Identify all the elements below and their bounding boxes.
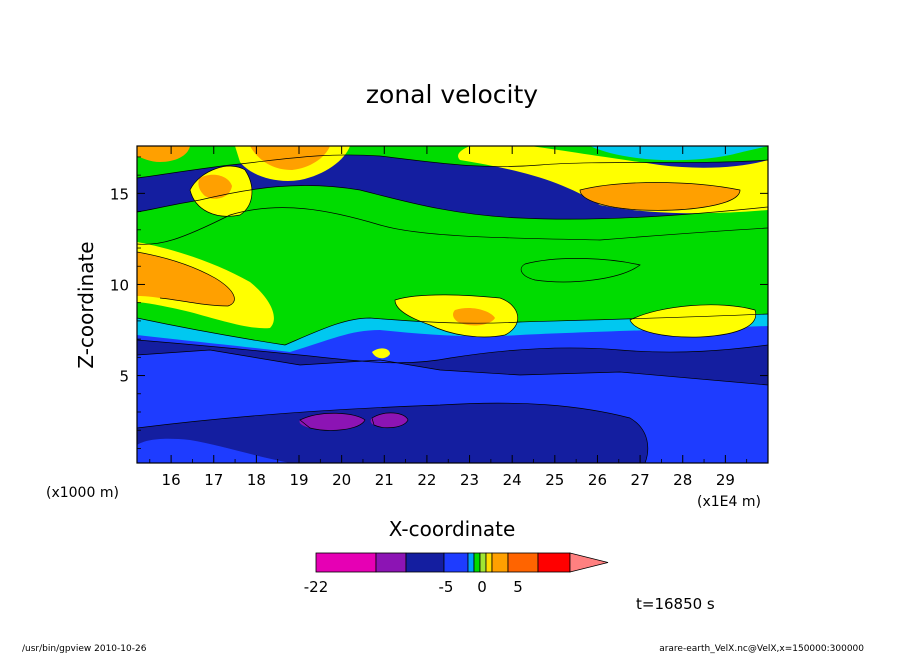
- colorbar-label: 0: [477, 578, 487, 596]
- footer-left: /usr/bin/gpview 2010-10-26: [22, 644, 147, 654]
- colorbar-swatch: [376, 553, 406, 572]
- y-tick-label: 15: [110, 185, 129, 203]
- colorbar-labels: -22 -5 0 5: [304, 578, 523, 596]
- x-tick-label: 26: [588, 471, 607, 489]
- time-label: t=16850 s: [636, 595, 715, 613]
- y-unit-label: (x1000 m): [46, 485, 119, 501]
- colorbar-swatch: [508, 553, 538, 572]
- y-tick-label: 10: [110, 276, 129, 294]
- colorbar-swatch: [406, 553, 444, 572]
- y-tick-label: 5: [119, 368, 129, 386]
- colorbar-swatch: [538, 553, 570, 572]
- x-tick-label: 19: [289, 471, 308, 489]
- colorbar-swatch: [486, 553, 492, 572]
- colorbar-label: -22: [304, 578, 329, 596]
- x-tick-label: 20: [332, 471, 351, 489]
- x-tick-label: 18: [247, 471, 266, 489]
- x-tick-label: 27: [631, 471, 650, 489]
- colorbar-swatch: [468, 553, 474, 572]
- x-tick-label: 24: [503, 471, 522, 489]
- colorbar-arrow: [570, 553, 608, 572]
- colorbar-label: -5: [439, 578, 454, 596]
- x-tick-label: 23: [460, 471, 479, 489]
- chart-title: zonal velocity: [366, 80, 538, 109]
- x-tick-label: 22: [417, 471, 436, 489]
- x-axis-label: X-coordinate: [389, 517, 516, 541]
- x-tick-label: 29: [716, 471, 735, 489]
- colorbar-swatch: [480, 553, 486, 572]
- x-tick-label: 21: [375, 471, 394, 489]
- colorbar-swatch: [474, 553, 480, 572]
- x-tick-label: 28: [673, 471, 692, 489]
- colorbar-label: 5: [513, 578, 523, 596]
- colorbar-swatch: [444, 553, 468, 572]
- x-tick-label: 16: [162, 471, 181, 489]
- x-tick-label: 17: [204, 471, 223, 489]
- x-unit-label: (x1E4 m): [697, 494, 761, 510]
- colorbar: [316, 553, 608, 572]
- colorbar-swatch: [492, 553, 508, 572]
- y-axis-label: Z-coordinate: [74, 241, 98, 368]
- footer-right: arare-earth_VelX.nc@VelX,x=150000:300000: [659, 644, 864, 654]
- colorbar-swatch: [316, 553, 376, 572]
- x-tick-label: 25: [545, 471, 564, 489]
